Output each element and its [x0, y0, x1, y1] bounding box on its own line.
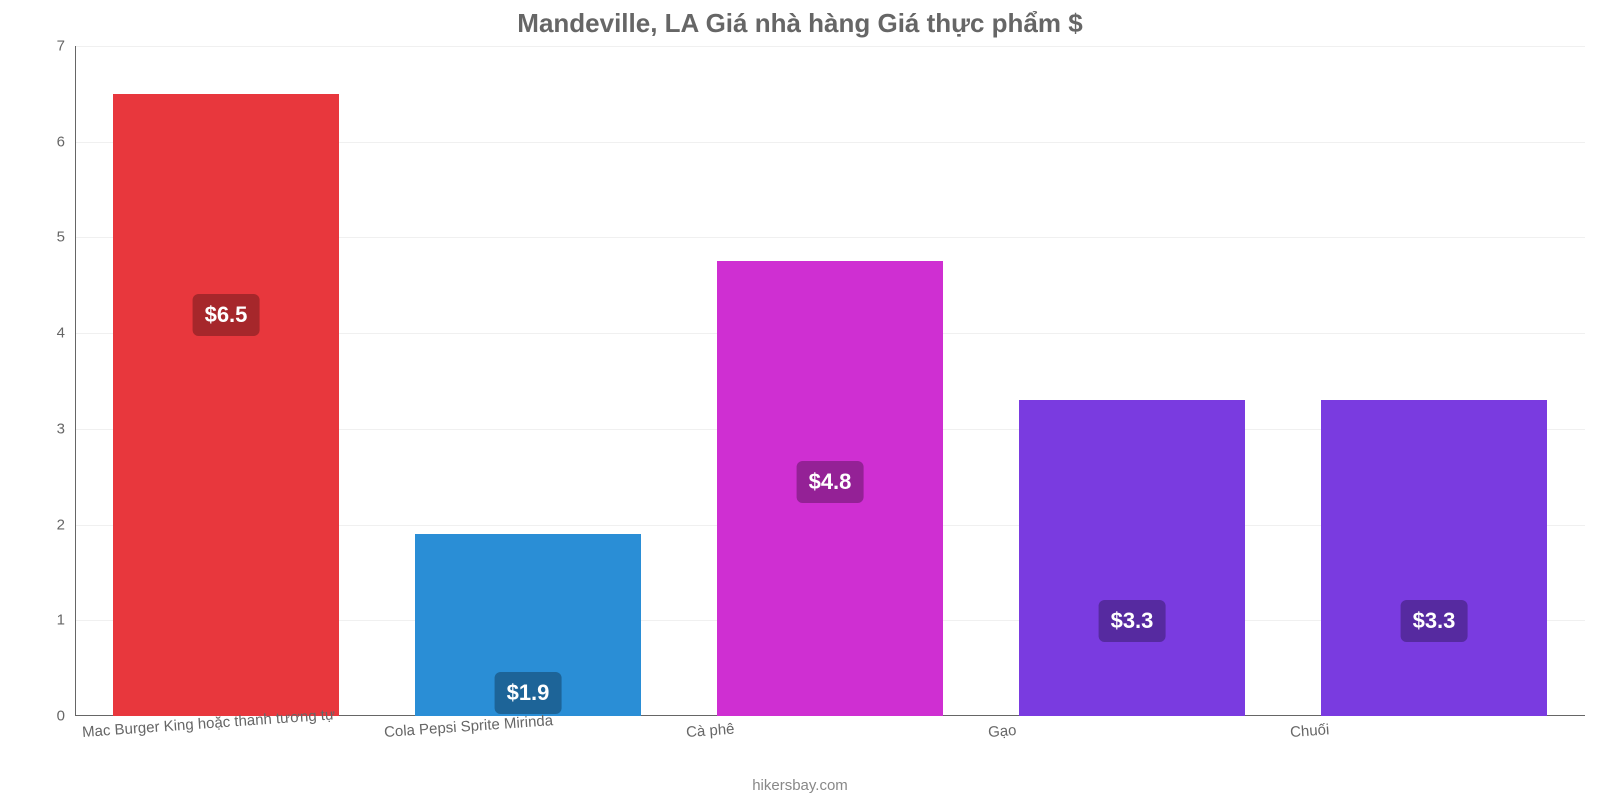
- y-tick-label: 1: [57, 612, 75, 629]
- bar: $3.3: [1019, 400, 1246, 716]
- bar-value-label: $3.3: [1099, 600, 1166, 642]
- bar-value-label: $6.5: [193, 294, 260, 336]
- bar-value-label: $4.8: [797, 461, 864, 503]
- y-tick-label: 4: [57, 325, 75, 342]
- price-bar-chart: Mandeville, LA Giá nhà hàng Giá thực phẩ…: [0, 0, 1600, 800]
- bar: $1.9: [415, 534, 642, 716]
- x-tick-label: Gạo: [987, 714, 1017, 741]
- y-tick-label: 2: [57, 516, 75, 533]
- bar-value-label: $3.3: [1401, 600, 1468, 642]
- bar: $6.5: [113, 94, 340, 716]
- credit-text: hikersbay.com: [0, 777, 1600, 794]
- y-tick-label: 6: [57, 133, 75, 150]
- chart-title: Mandeville, LA Giá nhà hàng Giá thực phẩ…: [0, 8, 1600, 39]
- x-tick-label: Cà phê: [685, 713, 735, 741]
- bar: $4.8: [717, 261, 944, 716]
- y-tick-label: 5: [57, 229, 75, 246]
- y-axis-line: [75, 46, 76, 716]
- gridline: [75, 46, 1585, 47]
- y-tick-label: 3: [57, 420, 75, 437]
- y-tick-label: 0: [57, 708, 75, 725]
- x-tick-label: Chuối: [1289, 713, 1330, 741]
- plot-area: 01234567$6.5Mac Burger King hoặc thanh t…: [75, 46, 1585, 716]
- x-tick-label: Cola Pepsi Sprite Mirinda: [383, 704, 554, 741]
- bar: $3.3: [1321, 400, 1548, 716]
- y-tick-label: 7: [57, 38, 75, 55]
